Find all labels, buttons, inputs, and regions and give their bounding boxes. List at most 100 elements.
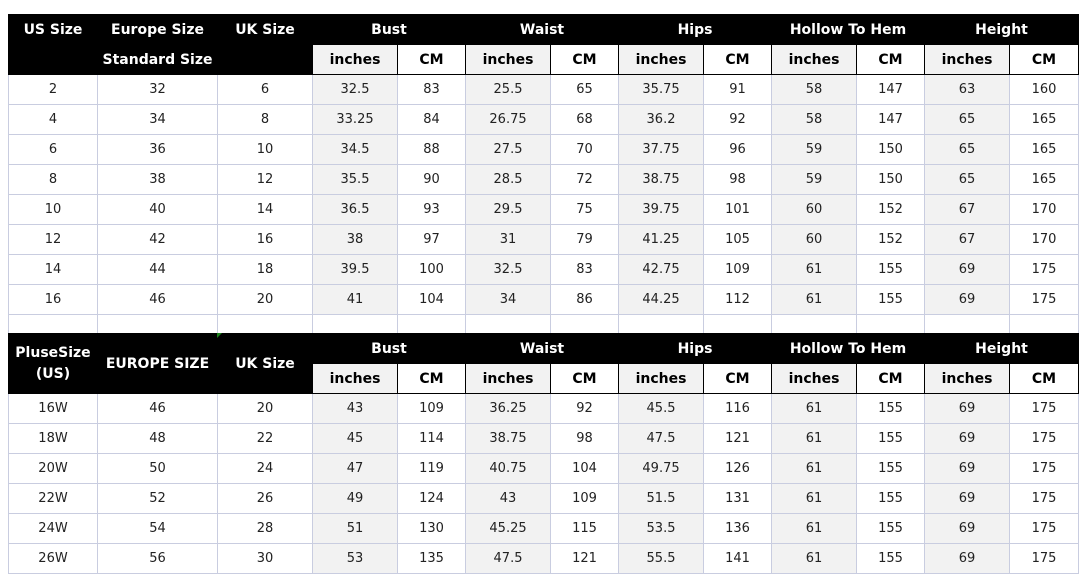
table-cell[interactable]: 75 <box>550 194 620 225</box>
table-cell[interactable]: 116 <box>703 393 773 424</box>
table-cell[interactable]: 150 <box>856 164 926 195</box>
table-cell[interactable]: 37.75 <box>618 134 705 165</box>
table-cell[interactable]: 54 <box>97 513 218 544</box>
table-cell[interactable]: 165 <box>1009 164 1080 195</box>
table-cell[interactable]: 24 <box>217 453 313 484</box>
table-cell[interactable]: 135 <box>396 543 467 574</box>
table-cell[interactable]: 14 <box>217 194 313 225</box>
table-cell[interactable]: 25.5 <box>465 74 552 105</box>
table-cell[interactable]: 59 <box>771 134 858 165</box>
table-cell[interactable]: 16 <box>8 284 98 315</box>
table-cell[interactable]: 175 <box>1009 513 1080 544</box>
table-cell[interactable]: 48 <box>97 423 218 454</box>
table-cell[interactable]: 34.5 <box>312 134 398 165</box>
table-cell[interactable]: 41 <box>312 284 398 315</box>
table-cell[interactable]: 61 <box>771 254 858 285</box>
table-cell[interactable]: 69 <box>924 423 1011 454</box>
table-cell[interactable]: 26.75 <box>465 104 552 135</box>
table-cell[interactable]: 6 <box>217 74 313 105</box>
table-cell[interactable]: 20W <box>8 453 98 484</box>
table-cell[interactable]: 155 <box>856 513 926 544</box>
table-cell[interactable]: 175 <box>1009 453 1080 484</box>
table-cell[interactable]: 34 <box>97 104 218 135</box>
table-cell[interactable]: 59 <box>771 164 858 195</box>
table-cell[interactable]: 175 <box>1009 254 1080 285</box>
table-cell[interactable]: 65 <box>924 104 1011 135</box>
table-cell[interactable]: 67 <box>924 194 1011 225</box>
table-cell[interactable]: 141 <box>703 543 773 574</box>
table-cell[interactable]: 28.5 <box>465 164 552 195</box>
table-cell[interactable]: 20 <box>217 393 313 424</box>
table-cell[interactable]: 10 <box>8 194 98 225</box>
table-cell[interactable]: 69 <box>924 393 1011 424</box>
table-cell[interactable]: 155 <box>856 254 926 285</box>
table-cell[interactable]: 98 <box>550 423 620 454</box>
table-cell[interactable]: 72 <box>550 164 620 195</box>
table-cell[interactable]: 32.5 <box>465 254 552 285</box>
table-cell[interactable]: 170 <box>1009 224 1080 255</box>
table-cell[interactable]: 53 <box>312 543 398 574</box>
table-cell[interactable]: 130 <box>396 513 467 544</box>
table-cell[interactable]: 45.25 <box>465 513 552 544</box>
table-cell[interactable]: 38.75 <box>465 423 552 454</box>
table-cell[interactable]: 18W <box>8 423 98 454</box>
table-cell[interactable]: 131 <box>703 483 773 514</box>
table-cell[interactable]: 136 <box>703 513 773 544</box>
table-cell[interactable]: 4 <box>8 104 98 135</box>
table-cell[interactable]: 47 <box>312 453 398 484</box>
table-cell[interactable]: 30 <box>217 543 313 574</box>
table-cell[interactable]: 147 <box>856 74 926 105</box>
table-cell[interactable]: 98 <box>703 164 773 195</box>
table-cell[interactable]: 44 <box>97 254 218 285</box>
table-cell[interactable]: 90 <box>396 164 467 195</box>
table-cell[interactable]: 50 <box>97 453 218 484</box>
table-cell[interactable]: 69 <box>924 254 1011 285</box>
table-cell[interactable]: 32 <box>97 74 218 105</box>
table-cell[interactable]: 155 <box>856 284 926 315</box>
table-cell[interactable]: 40.75 <box>465 453 552 484</box>
table-cell[interactable]: 97 <box>396 224 467 255</box>
table-cell[interactable]: 84 <box>396 104 467 135</box>
table-cell[interactable]: 14 <box>8 254 98 285</box>
table-cell[interactable]: 105 <box>703 224 773 255</box>
table-cell[interactable]: 35.5 <box>312 164 398 195</box>
table-cell[interactable]: 69 <box>924 543 1011 574</box>
table-cell[interactable]: 36.2 <box>618 104 705 135</box>
table-cell[interactable]: 56 <box>97 543 218 574</box>
table-cell[interactable]: 121 <box>550 543 620 574</box>
table-cell[interactable]: 61 <box>771 453 858 484</box>
table-cell[interactable]: 104 <box>396 284 467 315</box>
table-cell[interactable]: 69 <box>924 284 1011 315</box>
table-cell[interactable]: 65 <box>550 74 620 105</box>
table-cell[interactable]: 20 <box>217 284 313 315</box>
table-cell[interactable]: 36 <box>97 134 218 165</box>
table-cell[interactable]: 124 <box>396 483 467 514</box>
table-cell[interactable]: 28 <box>217 513 313 544</box>
table-cell[interactable]: 175 <box>1009 423 1080 454</box>
table-cell[interactable]: 47.5 <box>465 543 552 574</box>
table-cell[interactable]: 52 <box>97 483 218 514</box>
table-cell[interactable]: 150 <box>856 134 926 165</box>
table-cell[interactable]: 160 <box>1009 74 1080 105</box>
table-cell[interactable]: 69 <box>924 483 1011 514</box>
table-cell[interactable]: 152 <box>856 194 926 225</box>
table-cell[interactable]: 44.25 <box>618 284 705 315</box>
table-cell[interactable]: 175 <box>1009 483 1080 514</box>
table-cell[interactable]: 8 <box>217 104 313 135</box>
table-cell[interactable]: 38 <box>97 164 218 195</box>
table-cell[interactable]: 42.75 <box>618 254 705 285</box>
table-cell[interactable]: 31 <box>465 224 552 255</box>
table-cell[interactable]: 22W <box>8 483 98 514</box>
table-cell[interactable]: 33.25 <box>312 104 398 135</box>
table-cell[interactable]: 51 <box>312 513 398 544</box>
table-cell[interactable]: 61 <box>771 393 858 424</box>
table-cell[interactable]: 112 <box>703 284 773 315</box>
table-cell[interactable]: 55.5 <box>618 543 705 574</box>
table-cell[interactable]: 175 <box>1009 284 1080 315</box>
table-cell[interactable]: 36.5 <box>312 194 398 225</box>
table-cell[interactable]: 22 <box>217 423 313 454</box>
table-cell[interactable]: 69 <box>924 453 1011 484</box>
table-cell[interactable]: 86 <box>550 284 620 315</box>
table-cell[interactable]: 88 <box>396 134 467 165</box>
table-cell[interactable]: 45.5 <box>618 393 705 424</box>
